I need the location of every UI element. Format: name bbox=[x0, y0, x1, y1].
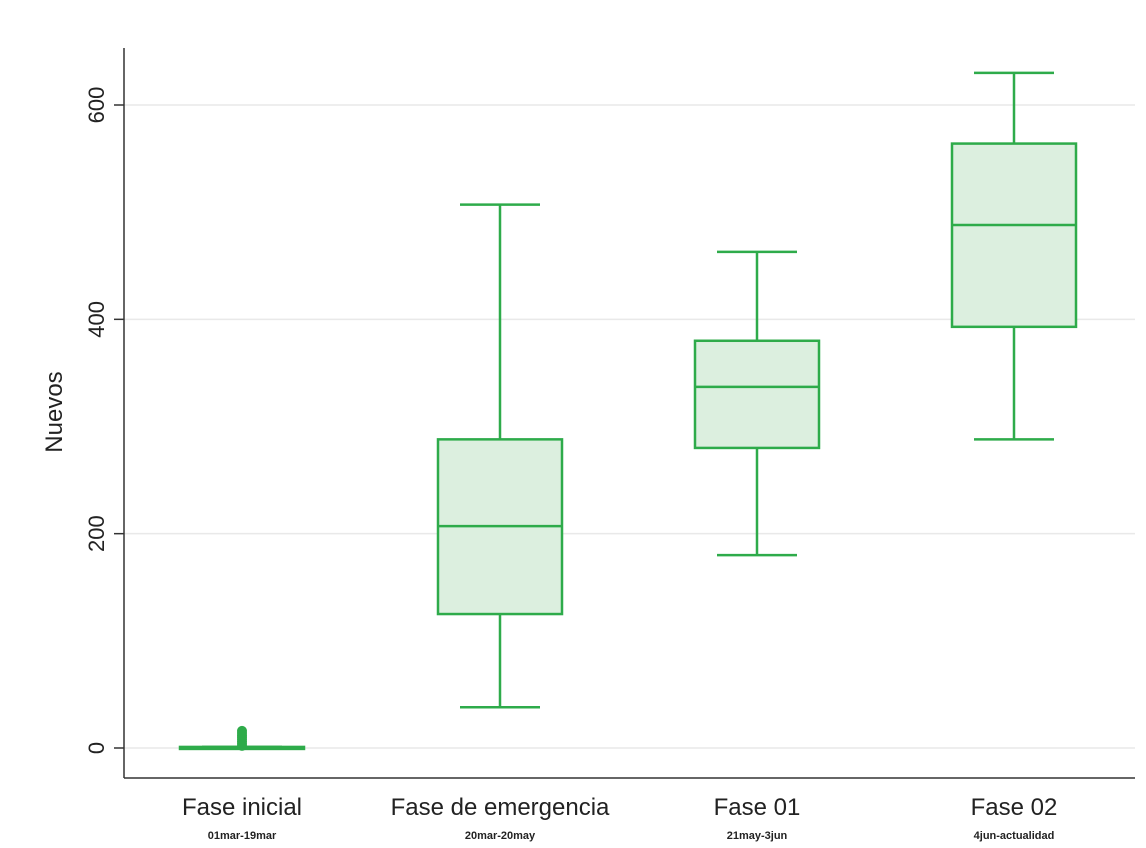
y-axis-label: Nuevos bbox=[41, 371, 68, 452]
y-tick-label-200: 200 bbox=[84, 515, 109, 552]
x-tick-label-2: Fase de emergencia bbox=[391, 794, 610, 821]
box-3 bbox=[693, 250, 821, 557]
y-tick-label-400: 400 bbox=[84, 301, 109, 338]
x-tick-sublabel-3: 21may-3jun bbox=[727, 830, 788, 842]
x-tick-sublabel-4: 4jun-actualidad bbox=[974, 830, 1055, 842]
grid-lines bbox=[124, 104, 1135, 749]
y-tick-label-0: 0 bbox=[84, 742, 109, 754]
x-tick-label-1: Fase inicial bbox=[182, 794, 302, 821]
x-tick-label-3: Fase 01 bbox=[714, 794, 801, 821]
box-1 bbox=[178, 725, 306, 751]
y-ticks: 0 200 400 600 bbox=[84, 87, 124, 754]
box-2 bbox=[436, 203, 564, 709]
x-tick-labels: Fase inicial 01mar-19mar Fase de emergenci… bbox=[182, 794, 1057, 842]
y-tick-label-600: 600 bbox=[84, 87, 109, 124]
x-tick-sublabel-2: 20mar-20may bbox=[465, 830, 536, 842]
iqr-box bbox=[950, 142, 1078, 329]
outlier-point-8 bbox=[237, 725, 247, 736]
x-tick-sublabel-1: 01mar-19mar bbox=[208, 830, 277, 842]
box-4 bbox=[950, 71, 1078, 441]
x-tick-label-4: Fase 02 bbox=[971, 794, 1058, 821]
boxes bbox=[178, 71, 1078, 751]
iqr-box bbox=[693, 339, 821, 450]
axes bbox=[123, 48, 1135, 779]
